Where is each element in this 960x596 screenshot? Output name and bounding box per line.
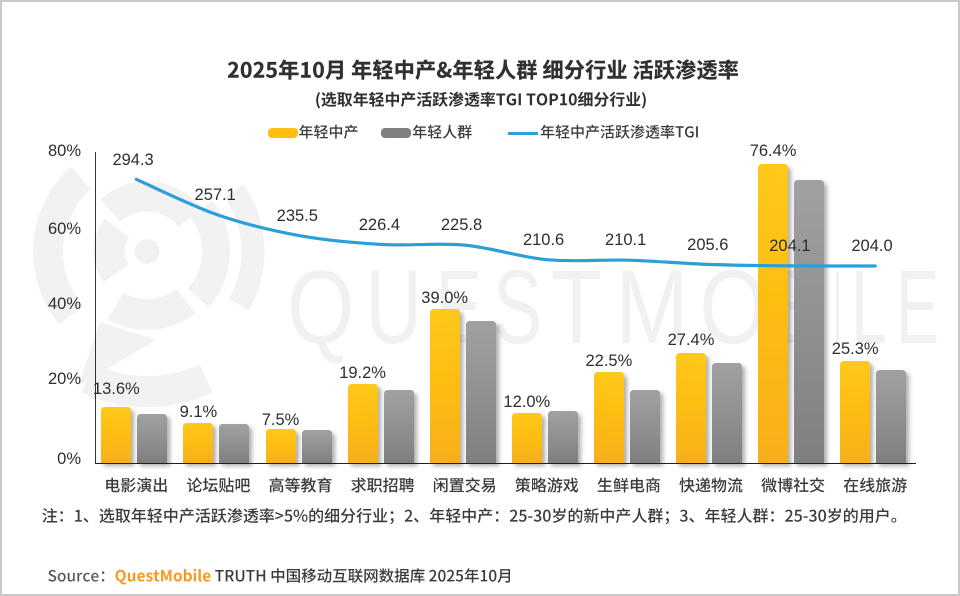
svg-text:M: M (616, 249, 689, 366)
svg-text:U: U (366, 249, 422, 366)
svg-text:Q: Q (287, 249, 355, 366)
svg-text:E: E (896, 249, 939, 366)
svg-text:I: I (833, 249, 842, 366)
svg-text:S: S (493, 249, 542, 366)
svg-text:T: T (551, 249, 602, 366)
svg-text:O: O (700, 249, 768, 366)
svg-text:L: L (851, 249, 887, 366)
